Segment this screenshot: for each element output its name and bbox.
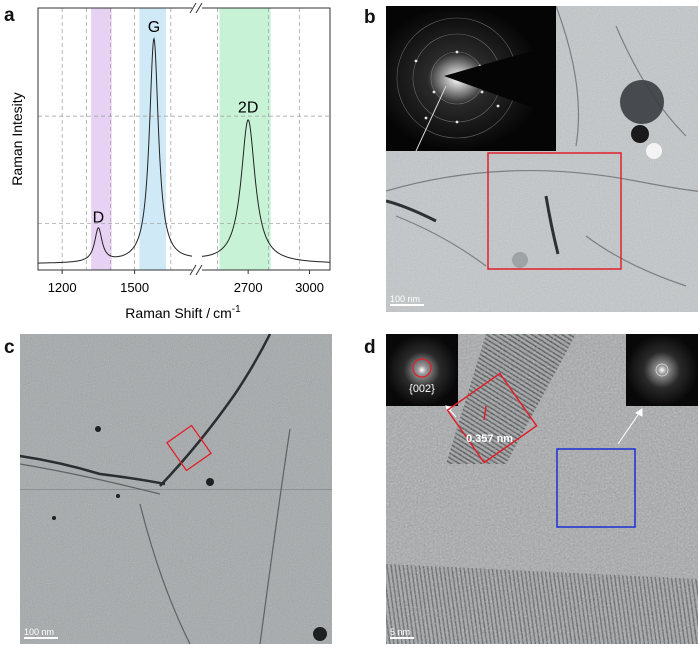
panel-label-b: b bbox=[364, 7, 376, 28]
svg-text:{002}: {002} bbox=[409, 383, 435, 395]
raman-chart: 1200 1500 2700 3000 D G 2D Raman Intesity Ram… bbox=[9, 2, 331, 321]
selection-box bbox=[487, 152, 622, 270]
peak-label-2d: 2D bbox=[238, 100, 258, 117]
x-axis-label: Raman Shift / cm-1 bbox=[125, 304, 241, 321]
panel-label-d: d bbox=[364, 337, 376, 358]
x-tick-label: 1200 bbox=[48, 280, 77, 295]
x-tick-label: 3000 bbox=[295, 280, 324, 295]
tem-image-c: 100 nm bbox=[20, 334, 332, 644]
y-axis-label: Raman Intesity bbox=[9, 92, 25, 185]
svg-text:100 nm: 100 nm bbox=[24, 627, 54, 637]
peak-label-g: G bbox=[148, 19, 160, 36]
svg-text:100 nm: 100 nm bbox=[390, 294, 420, 304]
axis-break-top bbox=[189, 2, 203, 14]
x-tick-label: 2700 bbox=[234, 280, 263, 295]
scale-bar-b: 100 nm bbox=[390, 294, 424, 306]
scale-bar-d: 5 nm bbox=[390, 627, 414, 639]
x-tick-label: 1500 bbox=[120, 280, 149, 295]
axis-break-bottom bbox=[189, 264, 203, 276]
tem-image-b: 100 nm bbox=[386, 6, 698, 312]
scale-bar-c: 100 nm bbox=[24, 627, 58, 639]
band-d bbox=[91, 8, 112, 270]
peak-label-d: D bbox=[93, 209, 105, 226]
fft-inset-left: {002} bbox=[386, 334, 458, 406]
hrtem-image-d: {002} 0.357 nm 5 nm bbox=[386, 334, 698, 644]
spectrum-line bbox=[38, 36, 330, 264]
panel-label-c: c bbox=[4, 337, 15, 358]
amorphous-box bbox=[556, 448, 636, 528]
arrow-right bbox=[617, 408, 643, 445]
lattice-box bbox=[446, 372, 538, 464]
saed-inset bbox=[386, 6, 556, 152]
svg-text:5 nm: 5 nm bbox=[390, 627, 410, 637]
lattice-spacing-label: 0.357 nm bbox=[466, 433, 513, 445]
fft-inset-right bbox=[626, 334, 698, 406]
panel-label-a: a bbox=[4, 5, 15, 26]
selection-box-c bbox=[166, 424, 212, 472]
plot-frame bbox=[37, 7, 331, 271]
